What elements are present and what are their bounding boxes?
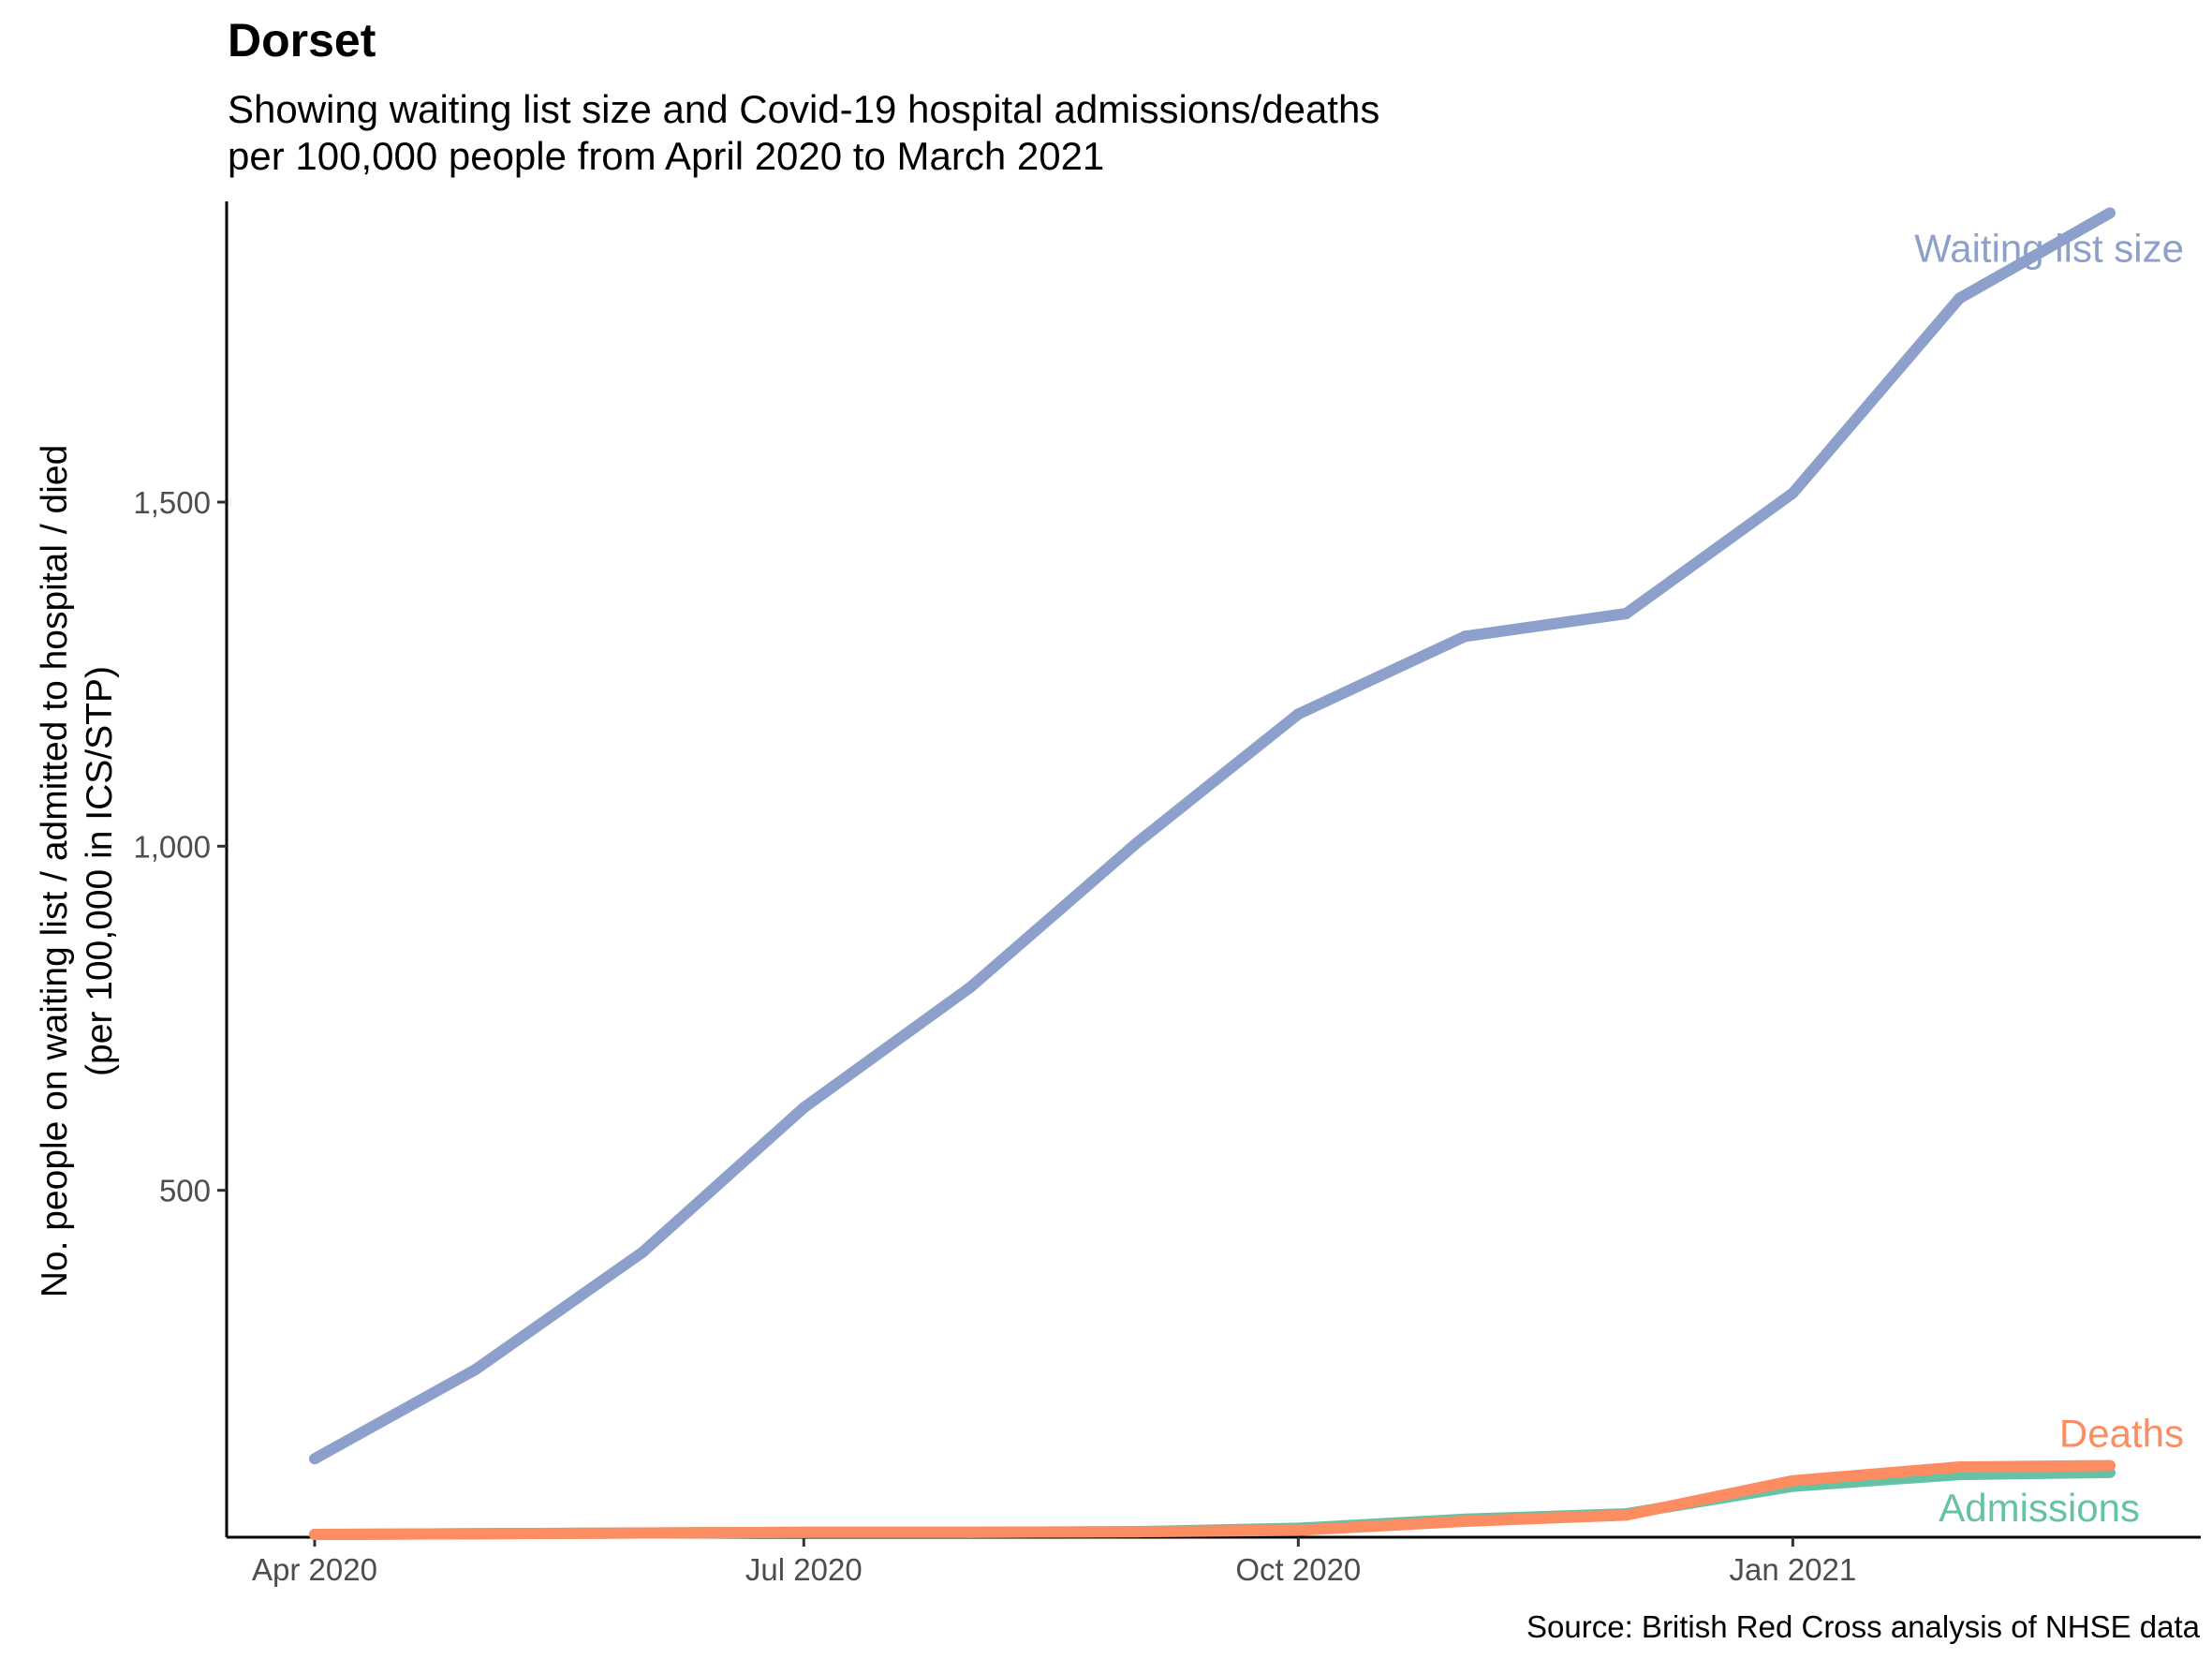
data-point-deaths-2020-07-01 xyxy=(798,1526,810,1538)
source-caption: Source: British Red Cross analysis of NH… xyxy=(1526,1609,2200,1644)
series-label-waiting-list-size: Waiting list size xyxy=(1914,226,2184,270)
chart-subtitle: Showing waiting list size and Covid-19 h… xyxy=(228,86,1379,180)
data-point-waiting-list-size-2021-02-01 xyxy=(1954,292,1966,304)
data-point-waiting-list-size-2020-10-01 xyxy=(1292,708,1305,720)
data-point-waiting-list-size-2020-09-01 xyxy=(1131,837,1143,849)
chart-title: Dorset xyxy=(228,14,376,67)
series-line-deaths xyxy=(314,1459,2111,1540)
series-label-admissions: Admissions xyxy=(1939,1486,2140,1530)
data-point-deaths-2020-08-01 xyxy=(965,1526,977,1538)
series-line-waiting-list-size xyxy=(312,208,2113,1464)
y-tick-label-1500: 1,500 xyxy=(133,485,211,520)
x-tick-label-jul-2020: Jul 2020 xyxy=(745,1552,863,1587)
data-point-waiting-list-size-2021-03-01 xyxy=(2104,207,2116,219)
x-tick-label-apr-2020: Apr 2020 xyxy=(252,1552,377,1587)
data-point-waiting-list-size-2020-11-01 xyxy=(1459,630,1471,643)
data-point-deaths-2021-03-01 xyxy=(2104,1459,2116,1472)
data-point-waiting-list-size-2020-12-01 xyxy=(1620,608,1632,619)
chart-subtitle-line-2: per 100,000 people from April 2020 to Ma… xyxy=(228,134,1105,178)
data-point-deaths-2020-12-01 xyxy=(1620,1509,1632,1521)
data-point-deaths-2020-10-01 xyxy=(1292,1524,1305,1536)
data-point-deaths-2020-09-01 xyxy=(1131,1526,1143,1538)
data-point-waiting-list-size-2021-01-01 xyxy=(1787,487,1799,499)
data-point-waiting-list-size-2020-04-01 xyxy=(309,1453,320,1465)
data-point-waiting-list-size-2020-05-01 xyxy=(470,1363,482,1375)
y-tick-label-1000: 1,000 xyxy=(133,829,211,864)
data-point-deaths-2020-06-01 xyxy=(637,1527,649,1539)
series-label-deaths: Deaths xyxy=(2059,1412,2184,1456)
data-point-waiting-list-size-2020-07-01 xyxy=(798,1102,810,1114)
data-point-deaths-2020-11-01 xyxy=(1459,1516,1471,1527)
data-point-deaths-2021-02-01 xyxy=(1954,1461,1966,1473)
x-tick-label-oct-2020: Oct 2020 xyxy=(1235,1552,1361,1587)
data-point-deaths-2020-04-01 xyxy=(309,1529,320,1540)
x-tick-label-jan-2021: Jan 2021 xyxy=(1729,1552,1856,1587)
data-point-deaths-2020-05-01 xyxy=(470,1528,482,1540)
chart-subtitle-line-1: Showing waiting list size and Covid-19 h… xyxy=(228,87,1380,131)
data-point-deaths-2021-01-01 xyxy=(1787,1474,1799,1487)
y-tick-label-500: 500 xyxy=(159,1174,211,1208)
data-point-waiting-list-size-2020-06-01 xyxy=(637,1246,649,1258)
data-point-waiting-list-size-2020-08-01 xyxy=(965,981,977,993)
